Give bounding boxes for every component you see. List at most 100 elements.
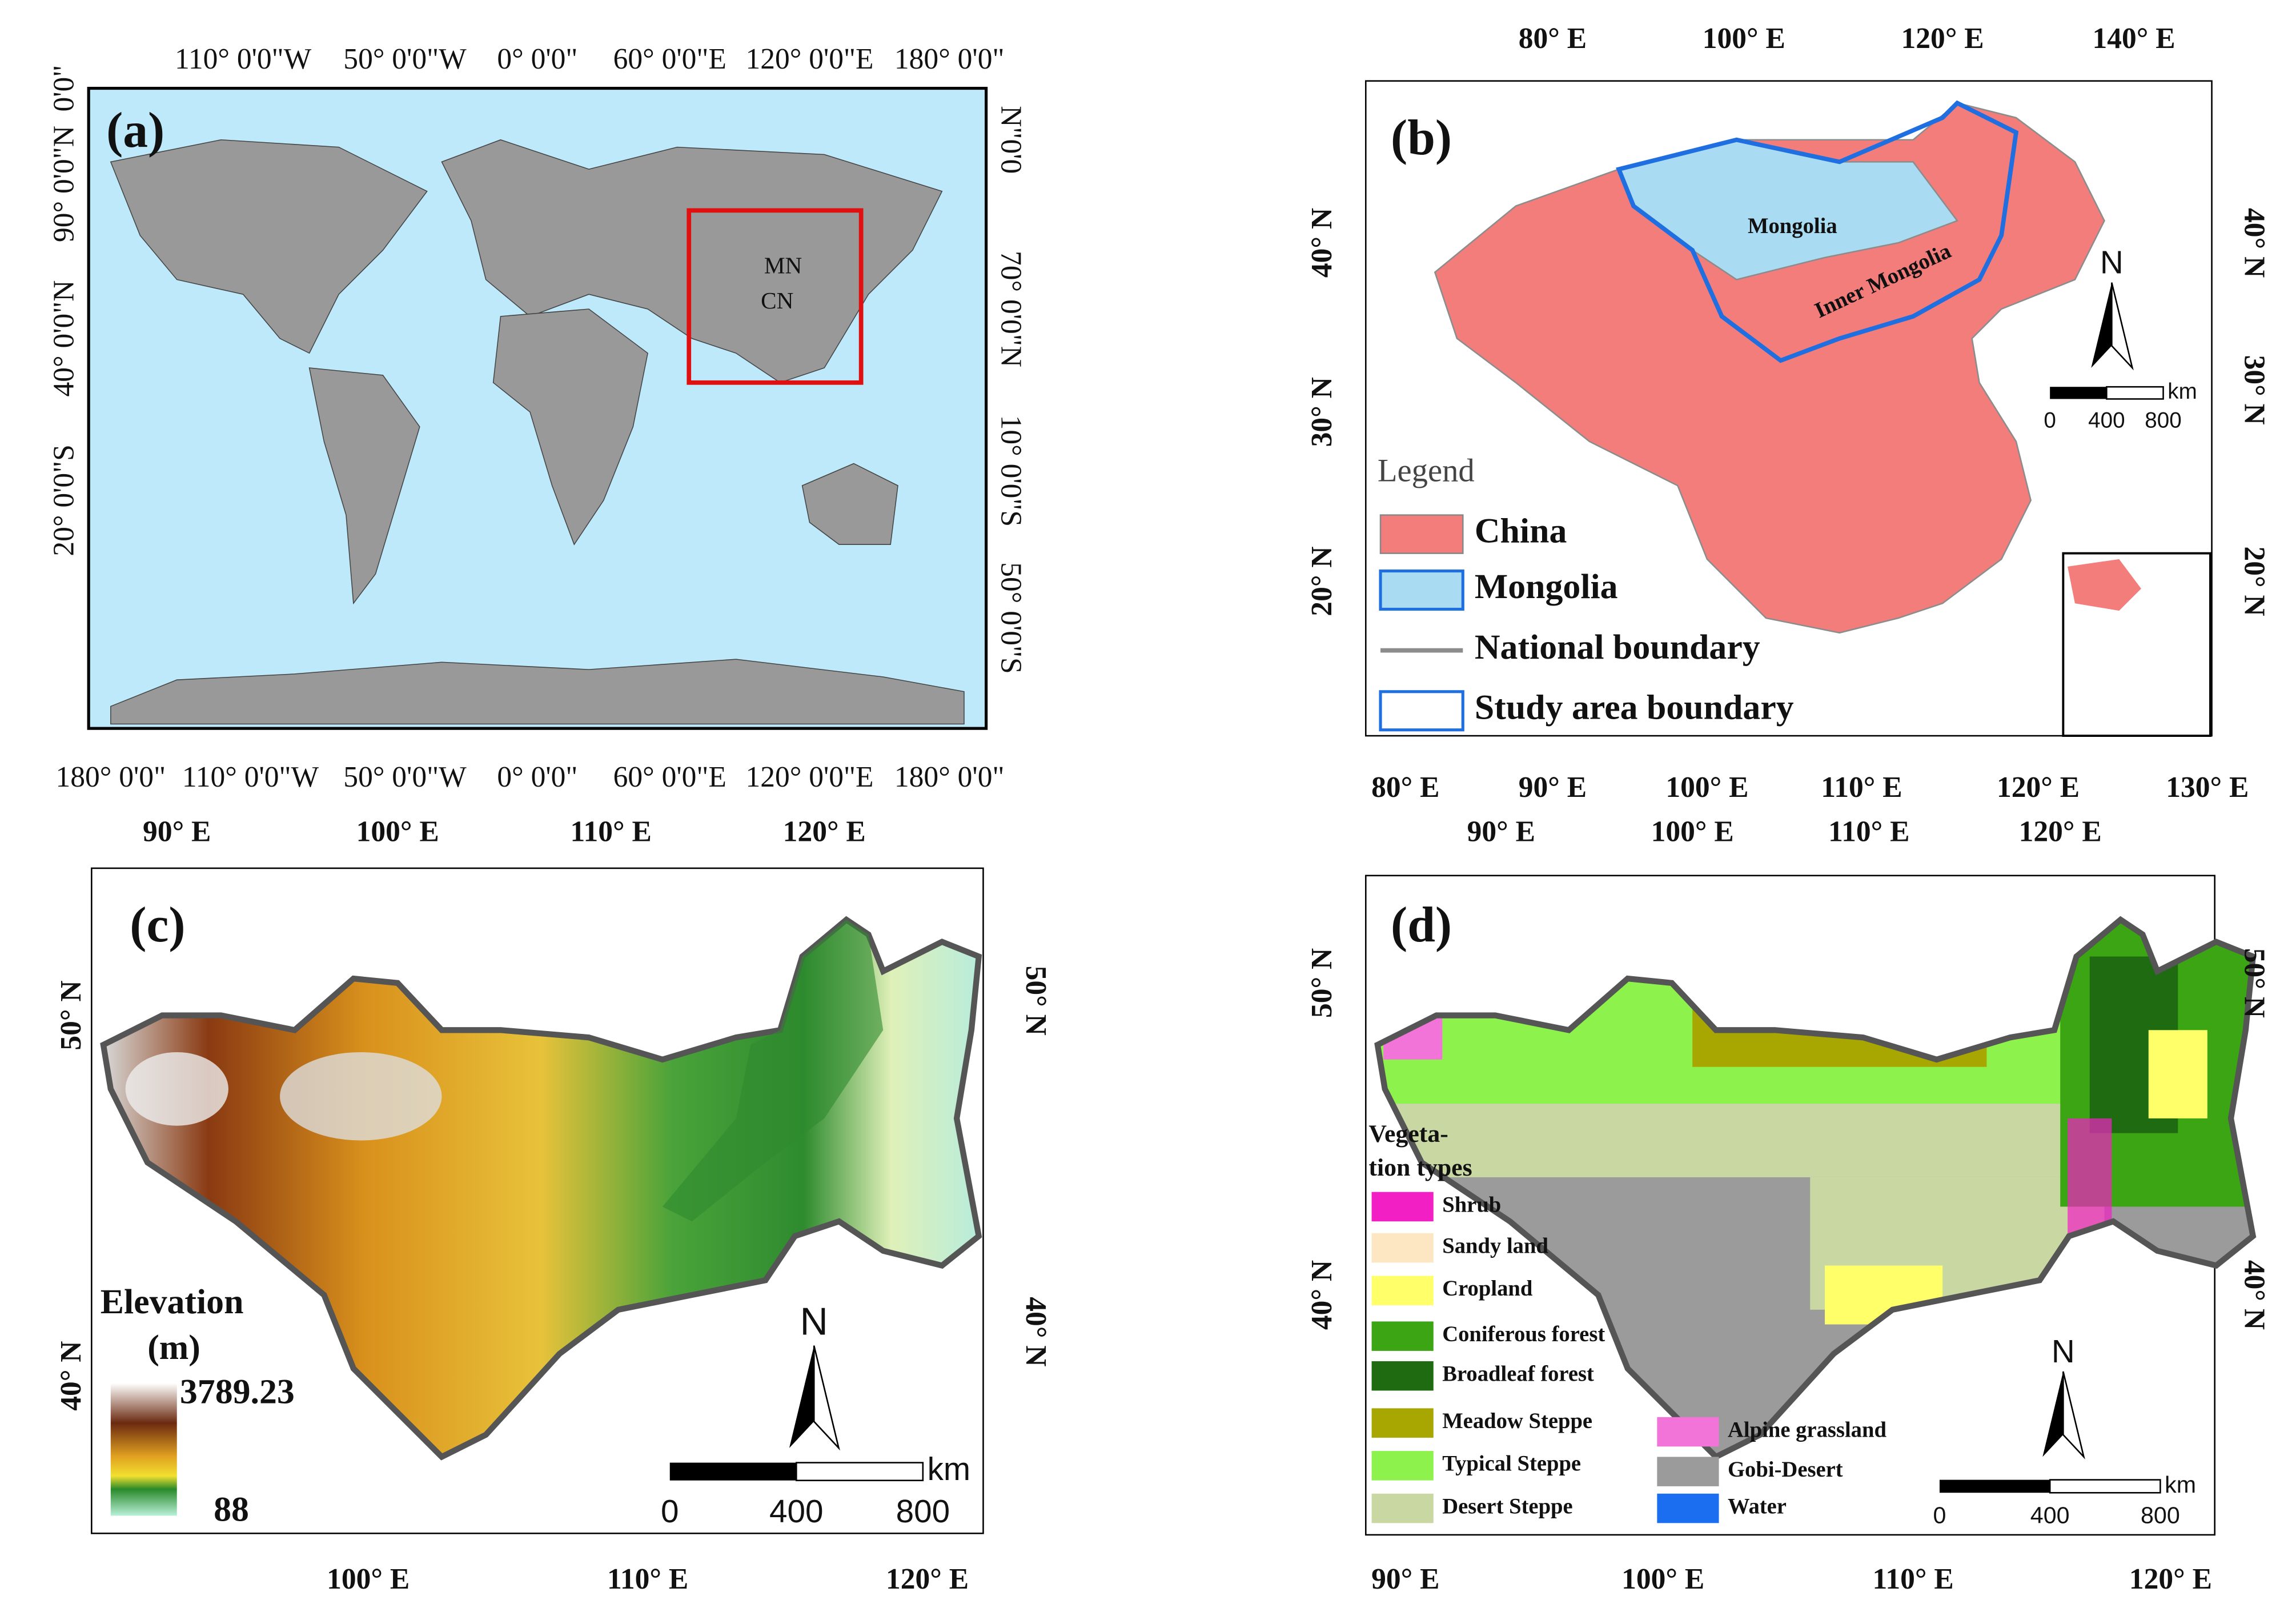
bottom-tick-label: 180° 0'0"	[56, 761, 166, 793]
left-tick-label: 40° N	[55, 1341, 87, 1411]
north-label: N	[800, 1300, 828, 1344]
legend-swatch	[1657, 1493, 1719, 1523]
scale-unit: km	[2165, 1471, 2196, 1498]
left-tick-label: 90° 0'0"N	[47, 126, 80, 242]
bottom-tick-label: 60° 0'0"E	[613, 761, 726, 793]
top-tick-label: 90° E	[1467, 816, 1535, 848]
right-tick-label: 30° N	[2238, 355, 2270, 425]
top-tick-label: 60° 0'0"E	[613, 43, 726, 75]
north-arrow	[813, 1345, 840, 1451]
scale-bar	[2050, 387, 2107, 399]
scale-tick: 400	[2030, 1502, 2070, 1528]
panel-label: (b)	[1391, 110, 1452, 165]
legend-label: Mongolia	[1475, 567, 1618, 606]
legend-swatch	[1657, 1457, 1719, 1486]
legend-title: Vegeta-	[1368, 1120, 1448, 1148]
panel-label: (d)	[1391, 897, 1452, 952]
legend-label: Broadleaf forest	[1442, 1362, 1594, 1386]
bottom-tick-label: 130° E	[2166, 771, 2249, 804]
legend-swatch	[1371, 1451, 1434, 1481]
bottom-tick-label: 110° E	[1821, 771, 1902, 804]
scale-bar	[1939, 1479, 2050, 1493]
legend-swatch	[1379, 514, 1464, 554]
bottom-tick-label: 120° E	[2129, 1563, 2212, 1595]
legend-swatch	[1371, 1493, 1434, 1523]
top-tick-label: 0° 0'0"	[497, 43, 577, 75]
right-tick-label: 50° 0'0"S	[994, 562, 1027, 673]
bottom-tick-label: 90° E	[1371, 1563, 1439, 1595]
legend-swatch	[1371, 1408, 1434, 1438]
legend-max: 3789.23	[180, 1372, 295, 1411]
bottom-tick-label: 110° E	[607, 1563, 688, 1595]
north-label: N	[2100, 245, 2124, 281]
left-tick-label: 50° N	[55, 980, 87, 1050]
legend-label: Coniferous forest	[1442, 1322, 1605, 1346]
legend-label: Study area boundary	[1475, 688, 1794, 727]
top-tick-label: 120° E	[2019, 816, 2102, 848]
bottom-tick-label: 110° E	[1872, 1563, 1953, 1595]
legend-label: Cropland	[1442, 1277, 1533, 1301]
top-tick-label: 100° E	[1651, 816, 1734, 848]
legend-label: Typical Steppe	[1442, 1452, 1581, 1476]
legend-swatch	[1371, 1233, 1434, 1263]
north-label: N	[2052, 1334, 2075, 1370]
bottom-tick-label: 90° E	[1519, 771, 1587, 804]
panel-d-map	[1364, 875, 2257, 1536]
scale-unit: km	[2167, 379, 2197, 404]
left-tick-label: 40° 0'0"N	[47, 280, 80, 396]
bottom-tick-label: 120° 0'0"E	[745, 761, 873, 793]
top-tick-label: 110° 0'0"W	[175, 43, 312, 75]
scale-bar	[2049, 1479, 2161, 1494]
right-tick-label: 70° 0'0"N	[994, 251, 1027, 367]
scale-bar	[796, 1462, 924, 1482]
scale-tick: 800	[896, 1494, 950, 1530]
panel-a-map	[87, 86, 988, 730]
left-tick-label: 0'0"	[47, 65, 80, 112]
panel-label: (c)	[130, 897, 185, 952]
color-bar	[110, 1383, 177, 1516]
legend-swatch	[1371, 1192, 1434, 1222]
top-tick-label: 110° E	[571, 816, 652, 848]
legend-swatch	[1371, 1321, 1434, 1351]
panel-label: (a)	[106, 102, 164, 158]
legend-label: National boundary	[1475, 628, 1760, 667]
right-tick-label: N"0'0	[994, 106, 1027, 174]
top-tick-label: 80° E	[1519, 22, 1587, 55]
bottom-tick-label: 0° 0'0"	[497, 761, 577, 793]
bottom-tick-label: 180° 0'0"	[894, 761, 1005, 793]
legend-title: (m)	[147, 1328, 200, 1367]
north-arrow	[789, 1345, 814, 1448]
scale-tick: 800	[2145, 408, 2181, 432]
right-tick-label: 10° 0'0"S	[994, 415, 1027, 527]
bottom-tick-label: 100° E	[327, 1563, 410, 1595]
bottom-tick-label: 100° E	[1621, 1563, 1704, 1595]
right-tick-label: 40° N	[1019, 1297, 1052, 1366]
top-tick-label: 120° 0'0"E	[745, 43, 873, 75]
bottom-tick-label: 110° 0'0"W	[182, 761, 319, 793]
scale-tick: 0	[2044, 408, 2056, 432]
panel-b-map	[1364, 80, 2213, 737]
legend-label: China	[1475, 511, 1567, 550]
left-tick-label: 50° N	[1306, 948, 1338, 1018]
legend-title: Elevation	[101, 1282, 244, 1321]
bottom-tick-label: 100° E	[1665, 771, 1748, 804]
bottom-tick-label: 80° E	[1371, 771, 1439, 804]
top-tick-label: 100° E	[1703, 22, 1785, 55]
scale-tick: 400	[769, 1494, 824, 1530]
legend-label: Sandy land	[1442, 1234, 1548, 1258]
legend-swatch	[1379, 690, 1464, 732]
legend-swatch	[1371, 1361, 1434, 1391]
left-tick-label: 40° N	[1306, 208, 1338, 278]
right-tick-label: 50° N	[1019, 966, 1052, 1036]
north-arrow	[2111, 282, 2134, 371]
top-tick-label: 100° E	[356, 816, 439, 848]
scale-bar	[669, 1462, 797, 1481]
top-tick-label: 180° 0'0"	[894, 43, 1005, 75]
right-tick-label: 20° N	[2238, 546, 2270, 616]
legend-label: Alpine grassland	[1728, 1418, 1886, 1442]
scale-tick: 400	[2088, 408, 2125, 432]
top-tick-label: 90° E	[143, 816, 211, 848]
right-tick-label: 40° N	[2238, 208, 2270, 278]
